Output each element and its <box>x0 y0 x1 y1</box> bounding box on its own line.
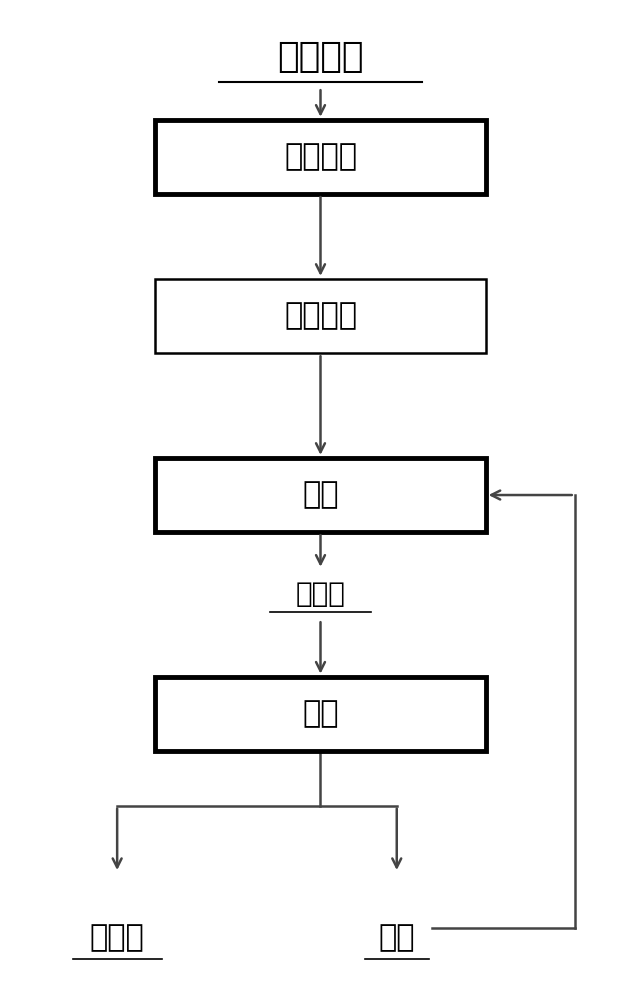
Bar <box>155 120 486 194</box>
Text: 碳酸锂: 碳酸锂 <box>90 923 144 952</box>
Bar <box>155 677 486 751</box>
Bar <box>155 458 486 532</box>
Text: 水浸液: 水浸液 <box>296 580 345 608</box>
Text: 机械活化: 机械活化 <box>284 142 357 171</box>
Text: 还原焙烧: 还原焙烧 <box>284 302 357 331</box>
Text: 正极材料: 正极材料 <box>278 40 363 74</box>
Bar <box>155 279 486 353</box>
Text: 水浸: 水浸 <box>303 481 338 510</box>
Text: 滤液: 滤液 <box>378 923 415 952</box>
Text: 碳化: 碳化 <box>303 699 338 728</box>
